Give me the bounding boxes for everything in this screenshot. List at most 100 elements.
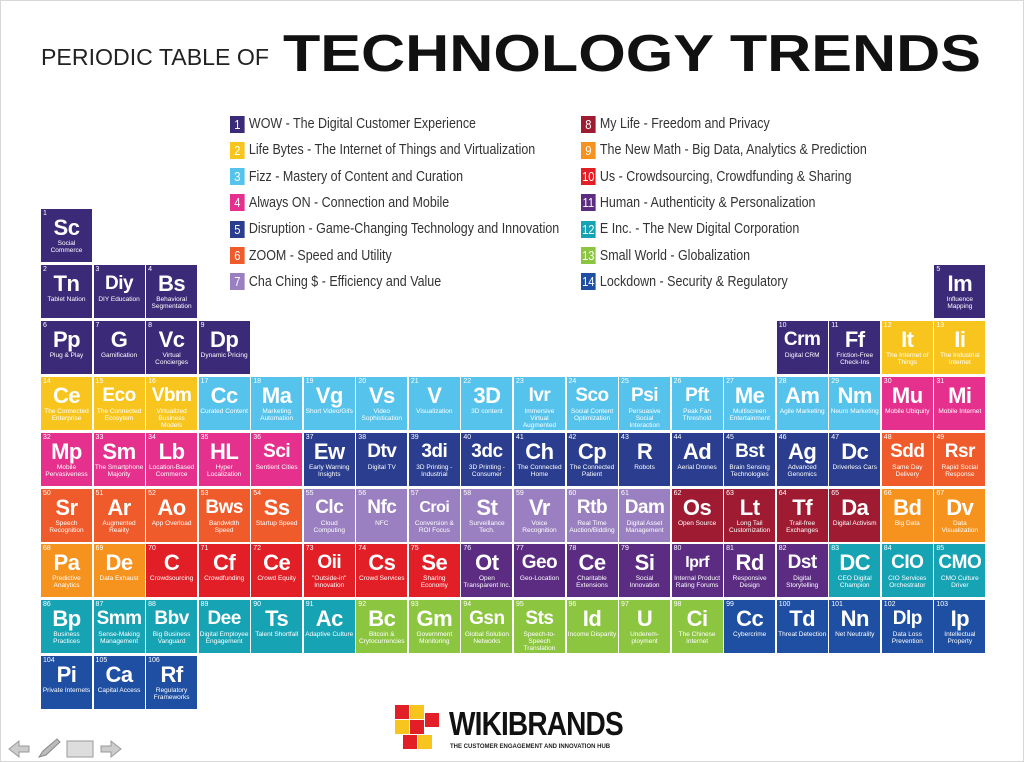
element-name: Government Monitoring: [416, 631, 453, 646]
element-tile: 97 U Underem-ployment: [619, 600, 671, 654]
element-name: 3D content: [471, 407, 503, 415]
element-name: Rapid Social Response: [941, 463, 979, 478]
element-number: 56: [358, 489, 367, 497]
element-tile: 46 Ag Advanced Genomics: [776, 432, 828, 486]
element-tile: 102 Dlp Data Loss Prevention: [881, 600, 933, 654]
element-number: 102: [883, 601, 896, 609]
legend-number: 3: [230, 168, 245, 186]
element-symbol: Id: [582, 606, 602, 632]
element-tile: 27 Me Multiscreen Entertainment: [724, 376, 776, 430]
element-tile: 1 Sc Social Commerce: [41, 209, 92, 262]
element-name: Open Transparent Inc.: [463, 575, 511, 590]
element-name: Business Practices: [53, 631, 80, 646]
element-number: 72: [253, 545, 261, 553]
legend-item: 11 Human - Authenticity & Personalization: [581, 194, 815, 212]
title-light: PERIODIC TABLE OF: [41, 44, 269, 70]
legend-label: Life Bytes - The Internet of Things and …: [248, 142, 536, 159]
element-symbol: Ii: [954, 326, 966, 352]
element-number: 7: [95, 321, 100, 329]
element-tile: 38 Dtv Digital TV: [356, 432, 408, 486]
element-tile: 54 Ss Startup Speed: [251, 488, 303, 542]
element-name: CIO Services Orchestrator: [888, 575, 927, 590]
element-symbol: Bbv: [154, 608, 189, 630]
element-symbol: Nfc: [367, 496, 397, 518]
element-name: Cloud Computing: [313, 519, 345, 534]
element-name: Friction-Free Check-Ins: [836, 351, 874, 366]
nav-back[interactable]: [8, 739, 30, 759]
element-symbol: CMO: [938, 552, 982, 574]
element-number: 96: [568, 601, 577, 609]
element-name: Long Tail Customization: [729, 519, 771, 534]
element-number: 3: [95, 265, 100, 273]
element-tile: 80 Iprf Internal Product Rating Forums: [671, 544, 723, 598]
element-tile: 35 HL Hyper Localization: [198, 432, 250, 486]
element-number: 79: [621, 545, 629, 553]
element-number: 98: [673, 601, 682, 609]
element-name: Location-Based Commerce: [149, 463, 195, 478]
element-symbol: 3dc: [471, 440, 503, 462]
element-name: Predictive Analytics: [52, 575, 81, 590]
element-tile: 10 Crm Digital CRM: [776, 320, 828, 374]
element-name: Trail-free Exchanges: [786, 519, 819, 534]
element-tile: 72 Ce Crowd Equity: [251, 544, 303, 598]
element-symbol: Bs: [158, 270, 186, 296]
element-symbol: Oii: [317, 552, 342, 574]
element-number: 27: [726, 377, 734, 385]
element-number: 54: [253, 489, 261, 497]
element-name: Surveillance Tech.: [469, 519, 505, 534]
legend-item: 9 The New Math - Big Data, Analytics & Pr…: [581, 141, 867, 159]
element-symbol: Td: [789, 606, 816, 632]
element-tile: 37 Ew Early Warning Insights: [303, 432, 355, 486]
element-symbol: It: [901, 326, 914, 352]
element-number: 86: [43, 601, 51, 609]
logo-tagline: THE CUSTOMER ENGAGEMENT AND INNOVATION H…: [450, 744, 611, 750]
element-number: 33: [95, 433, 104, 441]
element-number: 82: [778, 545, 787, 553]
element-name: Crowd Services: [359, 575, 405, 583]
element-symbol: Cp: [577, 438, 607, 464]
element-name: Digital TV: [367, 463, 396, 471]
header: PERIODIC TABLE OF TECHNOLOGY TRENDS: [41, 25, 981, 83]
element-number: 65: [831, 489, 840, 497]
element-name: Brain Sensing Technologies: [729, 463, 770, 478]
element-number: 83: [831, 545, 840, 553]
element-number: 92: [358, 601, 367, 609]
element-tile: 84 CIO CIO Services Orchestrator: [881, 544, 933, 598]
legend-label: WOW - The Digital Customer Experience: [248, 116, 476, 132]
element-name: The Connected Patient: [569, 463, 615, 478]
element-number: 49: [936, 433, 945, 441]
legend-label: E Inc. - The New Digital Corporation: [599, 221, 800, 238]
element-number: 14: [43, 377, 51, 385]
element-symbol: Rtb: [576, 496, 608, 518]
element-number: 39: [410, 433, 419, 441]
element-number: 66: [883, 489, 892, 497]
element-tile: 59 Vr Voice Recognition: [513, 488, 565, 542]
nav-menu[interactable]: [66, 740, 94, 758]
element-tile: 18 Ma Marketing Automation: [251, 376, 303, 430]
element-symbol: Nm: [837, 382, 873, 408]
element-name: Short Video/Gifs: [305, 407, 353, 415]
element-number: 81: [726, 545, 734, 553]
element-number: 88: [148, 601, 156, 609]
nav-forward[interactable]: [100, 739, 122, 759]
element-tile: 29 Nm Neuro Marketing: [829, 376, 881, 430]
element-tile: 2 Tn Tablet Nation: [41, 264, 92, 318]
element-number: 62: [673, 489, 682, 497]
element-number: 105: [95, 657, 108, 665]
element-tile: 67 Dv Data Visualization: [934, 488, 986, 542]
element-tile: 21 V Visualization: [408, 376, 460, 430]
element-symbol: Bws: [205, 496, 243, 518]
element-symbol: C: [163, 550, 180, 576]
element-tile: 86 Bp Business Practices: [41, 600, 92, 654]
element-name: Digital Employee Engagement: [199, 631, 249, 646]
element-name: The Chinese Internet: [678, 631, 716, 646]
element-name: Speech-to-Speech Translation: [523, 631, 556, 653]
element-number: 100: [778, 601, 791, 609]
element-number: 21: [410, 377, 419, 385]
element-number: 6: [43, 321, 47, 329]
element-number: 47: [831, 433, 840, 441]
nav-pen[interactable]: [37, 738, 61, 758]
element-tile: 103 Ip Intellectual Property: [934, 600, 986, 654]
legend-item: 13 Small World - Globalization: [581, 247, 750, 265]
